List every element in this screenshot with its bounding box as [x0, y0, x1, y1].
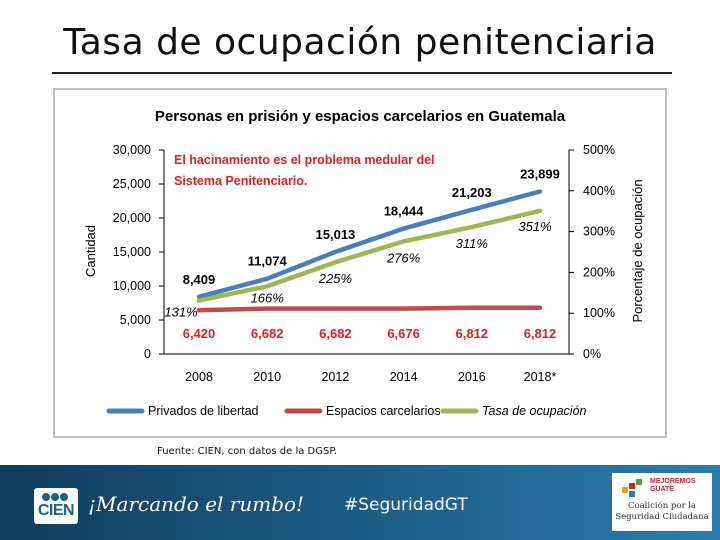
partner-name-line-1: Coalición por la: [627, 501, 696, 511]
y-axis-title: Cantidad: [83, 225, 98, 277]
data-label-privados: 15,013: [316, 227, 356, 242]
cien-logo: CIEN: [34, 488, 78, 524]
data-label-espacios: 6,420: [183, 326, 216, 341]
y-tick-label: 10,000: [113, 279, 151, 293]
cien-logo-dots: [42, 493, 72, 501]
data-label-tasa: 311%: [456, 236, 488, 251]
chart-title: Personas en prisión y espacios carcelari…: [155, 108, 566, 125]
y2-tick-label: 300%: [583, 225, 615, 239]
series-line-espacios-carcelarios: [196, 305, 543, 313]
y-tick-label: 25,000: [113, 177, 151, 191]
x-tick-label: 2012: [321, 370, 349, 384]
footer-hashtag: #SeguridadGT: [344, 495, 468, 515]
x-tick-label: 2016: [458, 370, 486, 384]
coalition-mark-icon: [622, 479, 642, 497]
y2-tick-label: 100%: [583, 306, 615, 320]
coalition-logo: MEJOREMOS GUATE Coalición por la Segurid…: [612, 473, 712, 531]
y2-tick-label: 200%: [583, 265, 615, 279]
y2-tick-label: 500%: [583, 143, 615, 157]
x-tick-label: 2010: [253, 370, 281, 384]
footer-band: [0, 465, 720, 540]
legend-label-privados-de-libertad: Privados de libertad: [148, 404, 259, 418]
legend-label-espacios-carcelarios: Espacios carcelarios: [326, 404, 441, 418]
chart-frame: [53, 88, 667, 438]
data-label-tasa: 351%: [518, 219, 551, 234]
data-label-espacios: 6,682: [319, 326, 352, 341]
y-tick-label: 0: [144, 347, 151, 361]
annotation-line-1: El hacinamiento es el problema medular d…: [174, 153, 435, 167]
y2-tick-label: 0%: [583, 347, 601, 361]
y-tick-label: 20,000: [113, 211, 151, 225]
y-tick-label: 15,000: [113, 245, 151, 259]
slide-title: Tasa de ocupación penitenciaria: [63, 22, 657, 63]
y-tick-label: 5,000: [120, 313, 151, 327]
footer-motto: ¡Marcando el rumbo!: [88, 492, 305, 516]
series-line-tasa-de-ocupacion: [196, 208, 543, 303]
data-label-privados: 8,409: [183, 272, 216, 287]
partner-name-line-2: Seguridad Ciudadana: [615, 512, 709, 522]
chart: Personas en prisión y espacios carcelari…: [83, 108, 645, 418]
y2-axis-title: Porcentaje de ocupación: [630, 179, 645, 322]
annotation-line-2: Sistema Penitenciario.: [174, 174, 307, 188]
data-label-privados: 21,203: [452, 185, 492, 200]
data-label-espacios: 6,812: [524, 326, 557, 341]
x-tick-label: 2008: [185, 370, 213, 384]
data-label-tasa: 166%: [251, 290, 284, 305]
title-divider: [52, 72, 672, 74]
data-label-tasa: 225%: [318, 271, 352, 286]
partner-badge: MEJOREMOS GUATE: [650, 478, 696, 493]
x-tick-label: 2018*: [524, 370, 557, 384]
source-note: Fuente: CIEN, con datos de la DGSP.: [157, 446, 337, 457]
y2-tick-label: 400%: [583, 184, 615, 198]
data-label-espacios: 6,812: [456, 326, 489, 341]
data-label-privados: 11,074: [248, 254, 288, 269]
partner-name: Coalición por la Seguridad Ciudadana: [612, 501, 712, 523]
legend-label-tasa-de-ocupacion: Tasa de ocupación: [482, 404, 587, 418]
data-label-tasa: 276%: [386, 250, 420, 265]
data-label-espacios: 6,682: [251, 326, 284, 341]
data-label-espacios: 6,676: [387, 326, 420, 341]
data-label-tasa: 131%: [164, 305, 197, 320]
cien-logo-text: CIEN: [37, 502, 75, 519]
y-tick-label: 30,000: [113, 143, 151, 157]
series-line-privados-de-libertad: [196, 189, 543, 300]
x-tick-label: 2014: [390, 370, 418, 384]
data-label-privados: 18,444: [384, 204, 425, 219]
data-label-privados: 23,899: [520, 166, 560, 181]
